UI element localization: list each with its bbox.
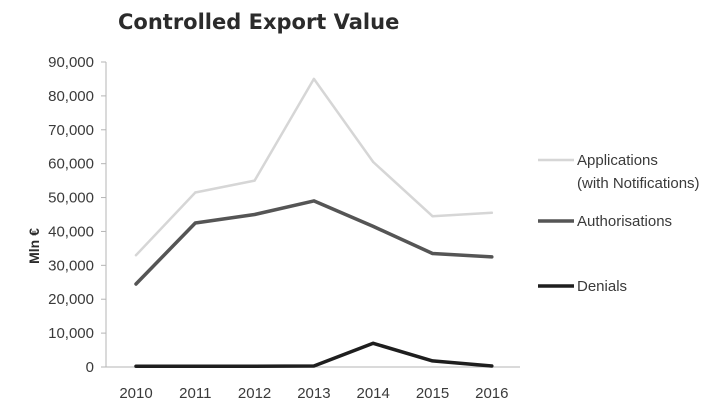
y-tick-label: 20,000: [48, 291, 94, 308]
data-point: [372, 342, 375, 345]
x-tick-labels: 2010 2011 2012 2013 2014 2015 2016: [119, 385, 508, 402]
legend-label: Applications: [577, 152, 658, 169]
data-point: [194, 191, 197, 194]
data-point: [134, 282, 138, 286]
data-point: [134, 365, 138, 368]
x-tick-label: 2012: [238, 385, 271, 402]
data-point: [253, 179, 256, 182]
y-tick-labels: 0 10,000 20,000 30,000 40,000 50,000 60,000 70,…: [48, 54, 94, 376]
data-point: [490, 255, 493, 259]
data-point: [312, 77, 316, 81]
legend: Applications (with Notifications) Authoris…: [538, 152, 700, 295]
y-tick-label: 80,000: [48, 88, 94, 105]
y-tick-label: 60,000: [48, 156, 94, 173]
data-point: [134, 253, 138, 257]
data-point: [253, 213, 256, 216]
y-tick-label: 90,000: [48, 54, 94, 71]
data-point: [372, 160, 375, 164]
y-tick-label: 0: [86, 359, 94, 376]
data-point: [431, 359, 434, 363]
data-point: [431, 214, 434, 218]
x-tick-label: 2013: [297, 385, 330, 402]
series-lines: [134, 77, 494, 369]
x-tick-label: 2014: [357, 385, 390, 402]
data-point: [253, 365, 256, 368]
data-point: [490, 364, 493, 368]
legend-label: Denials: [577, 278, 627, 295]
y-tick-label: 30,000: [48, 257, 94, 274]
data-point: [194, 221, 197, 225]
data-point: [490, 211, 493, 215]
y-tick-label: 50,000: [48, 190, 94, 207]
legend-label: Authorisations: [577, 213, 672, 230]
x-tick-label: 2011: [179, 385, 211, 402]
data-point: [431, 252, 434, 255]
data-point: [312, 199, 316, 203]
y-tick-label: 10,000: [48, 325, 94, 342]
legend-label: (with Notifications): [577, 175, 700, 192]
chart-title: Controlled Export Value: [118, 10, 399, 34]
x-tick-label: 2010: [119, 385, 152, 402]
series-line-denials: [134, 341, 494, 369]
y-tick-label: 70,000: [48, 122, 94, 139]
series-line-authorisations: [134, 199, 494, 286]
data-point: [372, 225, 375, 228]
y-axis-label: Mln €: [26, 228, 42, 264]
y-tick-label: 40,000: [48, 223, 94, 240]
x-tick-label: 2016: [475, 385, 508, 402]
data-point: [312, 364, 316, 368]
data-point: [194, 365, 197, 368]
x-tick-label: 2015: [416, 385, 449, 402]
